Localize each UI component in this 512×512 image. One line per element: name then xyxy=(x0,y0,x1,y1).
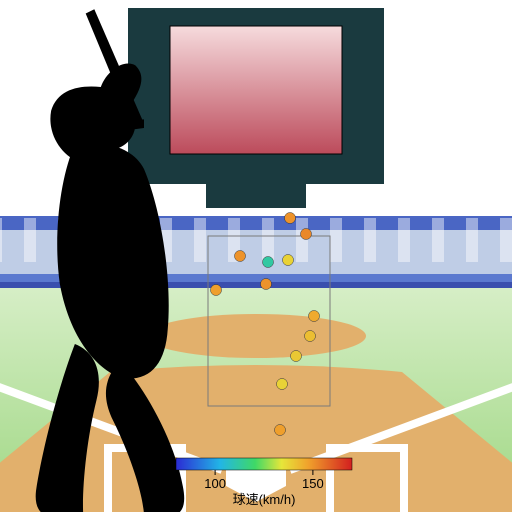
pitch-marker xyxy=(235,251,246,262)
legend-title: 球速(km/h) xyxy=(233,492,296,507)
pitch-marker xyxy=(277,379,288,390)
pitch-marker xyxy=(301,229,312,240)
pitch-marker xyxy=(211,285,222,296)
pitch-location-chart: 100 150 球速(km/h) xyxy=(0,0,512,512)
pitch-marker xyxy=(261,279,272,290)
pitch-marker xyxy=(263,257,274,268)
pitch-marker xyxy=(291,351,302,362)
pitch-marker xyxy=(309,311,320,322)
legend-tick: 100 xyxy=(204,476,226,491)
pitch-marker xyxy=(283,255,294,266)
pitch-marker xyxy=(275,425,286,436)
pitch-marker xyxy=(285,213,296,224)
legend-bar xyxy=(176,458,352,470)
scoreboard xyxy=(128,8,384,208)
legend-tick: 150 xyxy=(302,476,324,491)
pitch-marker xyxy=(305,331,316,342)
mound-dirt xyxy=(146,314,366,358)
